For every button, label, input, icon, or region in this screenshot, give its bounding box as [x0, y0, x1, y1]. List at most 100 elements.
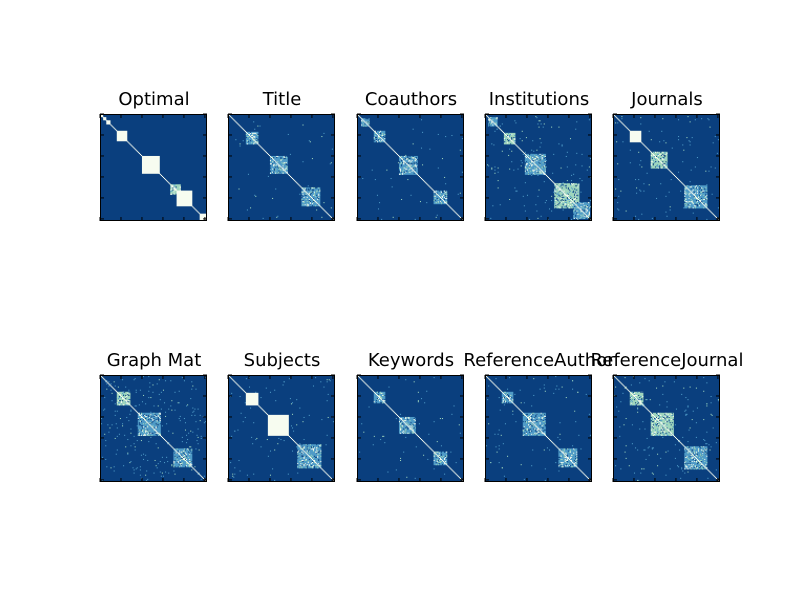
noise-cell [531, 465, 533, 467]
diagonal-cell [366, 123, 368, 125]
block-cell [531, 433, 533, 435]
block-cell [558, 189, 560, 191]
diagonal-cell [432, 189, 434, 191]
block-cell [662, 427, 664, 429]
diagonal-cell [184, 198, 187, 201]
block-cell [702, 191, 704, 193]
block-cell [535, 414, 537, 416]
noise-cell [687, 399, 689, 401]
diagonal-cell [546, 175, 549, 178]
noise-cell [419, 201, 421, 203]
block-cell [308, 193, 310, 195]
block-cell [561, 458, 563, 460]
heatmap-subjects [227, 374, 336, 483]
diagonal-cell [616, 117, 618, 119]
block-cell [540, 171, 542, 173]
diagonal-cell [445, 202, 447, 204]
noise-cell [379, 202, 381, 204]
diagonal-cell [444, 462, 446, 464]
block-cell [653, 151, 655, 153]
noise-cell [440, 445, 442, 447]
block-cell [630, 397, 632, 399]
diagonal-cell [459, 216, 461, 218]
block-cell [535, 429, 537, 431]
block-cell [446, 457, 448, 459]
noise-cell [538, 126, 540, 128]
diagonal-cell [428, 185, 430, 187]
block-cell [706, 205, 708, 207]
diagonal-cell [365, 122, 367, 124]
diagonal-cell [696, 197, 699, 200]
block-cell [694, 192, 696, 194]
block-cell [308, 449, 310, 451]
noise-cell [239, 470, 241, 472]
block-cell [569, 456, 572, 458]
block-cell [307, 462, 309, 464]
block-cell [705, 464, 707, 466]
block-cell [149, 434, 151, 436]
noise-cell [240, 412, 242, 414]
block-cell [413, 163, 415, 165]
diagonal-cell [172, 447, 174, 449]
block-cell [401, 162, 403, 164]
noise-cell [500, 434, 502, 436]
block-cell [689, 201, 691, 203]
diagonal-cell [152, 427, 154, 429]
block-cell [412, 155, 414, 158]
block-cell [439, 201, 441, 203]
block-cell [656, 424, 658, 426]
block-cell [696, 453, 698, 455]
block-cell [704, 198, 706, 201]
block-cell [503, 401, 505, 403]
diagonal-cell [286, 172, 288, 174]
block-cell [305, 459, 307, 462]
block-cell [661, 167, 663, 169]
block-cell [308, 450, 310, 452]
block-cell [277, 161, 279, 163]
noise-cell [581, 165, 583, 167]
noise-cell [125, 386, 127, 388]
block-cell [502, 397, 504, 399]
block-cell [122, 392, 124, 394]
diagonal-cell [262, 148, 264, 150]
block-cell [300, 465, 302, 467]
diagonal-cell [367, 385, 369, 387]
diagonal-cell [529, 419, 531, 421]
diagonal-cell [452, 470, 454, 472]
block-cell [317, 450, 319, 452]
diagonal-cell [646, 147, 648, 149]
block-cell [522, 429, 524, 431]
noise-cell [674, 444, 676, 446]
noise-cell [645, 458, 647, 460]
noise-cell [108, 381, 110, 383]
block-cell [411, 424, 413, 426]
block-cell [403, 167, 405, 169]
block-cell [297, 464, 299, 466]
block-cell [502, 401, 504, 403]
noise-cell [497, 187, 499, 189]
block-cell [657, 151, 659, 153]
noise-cell [642, 421, 644, 423]
block-cell [637, 403, 639, 405]
diagonal-cell [627, 128, 629, 130]
block-cell [374, 137, 376, 139]
noise-cell [565, 155, 567, 158]
block-cell [540, 414, 542, 416]
block-cell [558, 465, 560, 467]
noise-cell [136, 440, 138, 442]
diagonal-cell [624, 125, 626, 127]
block-cell [405, 432, 407, 434]
block-cell [689, 195, 691, 197]
noise-cell [282, 384, 284, 386]
block-cell [580, 211, 582, 213]
noise-cell [636, 192, 638, 194]
diagonal-cell [498, 127, 500, 129]
block-cell [685, 193, 687, 195]
block-cell [569, 184, 572, 186]
block-cell [304, 455, 306, 457]
noise-cell [615, 188, 617, 190]
block-cell [180, 458, 182, 460]
block-cell [302, 187, 304, 189]
noise-cell [643, 183, 645, 185]
block-cell [525, 157, 527, 159]
